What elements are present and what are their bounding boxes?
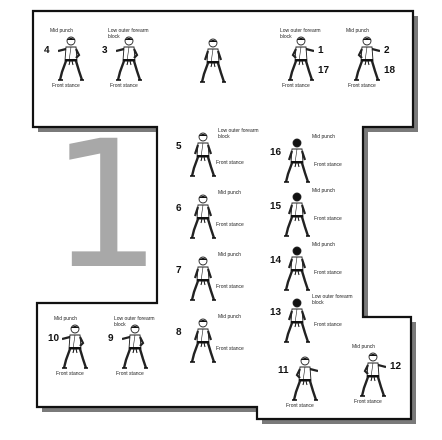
step-s3: 3 Low outer forearm block Front stance [102,28,202,90]
step-number: 2 [384,45,390,56]
step-number: 4 [44,45,50,56]
stance-label: Front stance [216,346,244,352]
stance-label: Front stance [110,83,138,89]
karateka-figure-icon [354,36,381,82]
step-number: 15 [270,201,282,212]
outline-path [31,9,415,421]
step-s9: 9 Low outer forearm block Front stance [108,316,208,378]
karateka-figure-icon [190,132,216,178]
step-s15: 15 Mid punch Front stance [270,186,370,246]
step-s7: 7 Mid punch Front stance [176,250,276,310]
step-s4: 4 Mid punch Front stance [44,28,144,90]
technique-label: Mid punch [54,316,78,322]
stance-label: Front stance [52,83,80,89]
step-s11: 11 Front stance [278,350,378,410]
karateka-figure-icon [61,324,88,370]
technique-label: Mid punch [346,28,370,34]
step-number: 7 [176,265,182,276]
karateka-figure-icon [284,192,310,238]
step-number: 10 [48,333,60,344]
karateka-figure-icon [292,356,319,402]
step-number: 8 [176,327,182,338]
stance-label: Front stance [216,160,244,166]
technique-label: Low outer forearm block [218,128,259,140]
step-number-repeat: 17 [318,65,330,76]
technique-label: Mid punch [352,344,376,350]
step-s8: 8 Mid punch Front stance [176,312,276,372]
step-number: 12 [390,361,402,372]
technique-label: Mid punch [312,134,336,140]
stance-label: Front stance [314,270,342,276]
step-s6: 6 Mid punch Front stance [176,188,276,248]
kata-number: 1 [50,103,162,308]
step-s2: 2 18 Mid punch Front stance [340,28,440,90]
stance-label: Front stance [314,216,342,222]
step-number: 13 [270,307,282,318]
technique-label: Mid punch [218,190,242,196]
technique-label: Mid punch [312,242,336,248]
technique-label: Mid punch [218,314,242,320]
technique-label: Low outer forearm block [312,294,353,306]
step-number: 1 [318,45,324,56]
stance-label: Front stance [216,222,244,228]
stance-label: Front stance [314,162,342,168]
karateka-figure-icon [288,36,315,82]
stance-label: Front stance [286,403,314,409]
step-number-repeat: 18 [384,65,396,76]
karateka-figure-icon [200,38,226,84]
step-number: 5 [176,141,182,152]
technique-label: Mid punch [50,28,74,34]
step-number: 6 [176,203,182,214]
step-number: 3 [102,45,108,56]
technique-label: Low outer forearm block [280,28,321,40]
stance-label: Front stance [56,371,84,377]
step-s1: 1 17 Low outer forearm block Front stance [274,28,374,90]
step-s16: 16 Mid punch Front stance [270,132,370,192]
step-s10: 10 Mid punch Front stance [48,316,148,378]
karateka-figure-icon [121,324,148,370]
karateka-figure-icon [190,318,216,364]
technique-label: Mid punch [312,188,336,194]
karateka-figure-icon [284,298,310,344]
step-number: 16 [270,147,282,158]
karateka-figure-icon [190,194,216,240]
step-start [200,32,300,92]
karateka-figure-icon [115,36,142,82]
stance-label: Front stance [348,83,376,89]
step-number: 9 [108,333,114,344]
stance-label: Front stance [314,322,342,328]
step-s13: 13 Low outer forearm block Front stance [270,292,370,352]
stance-label: Front stance [116,371,144,377]
karateka-figure-icon [57,36,84,82]
step-s12: 12 Mid punch Front stance [346,344,442,406]
technique-label: Mid punch [218,252,242,258]
karateka-figure-icon [360,352,387,398]
step-s5: 5 Low outer forearm block Front stance [176,126,276,186]
karateka-figure-icon [284,138,310,184]
technique-label: Low outer forearm block [114,316,155,328]
stance-label: Front stance [354,399,382,405]
karateka-figure-icon [190,256,216,302]
technique-label: Low outer forearm block [108,28,149,40]
stance-label: Front stance [282,83,310,89]
step-s14: 14 Mid punch Front stance [270,240,370,300]
karateka-figure-icon [284,246,310,292]
stance-label: Front stance [216,284,244,290]
step-number: 11 [278,365,289,376]
step-number: 14 [270,255,282,266]
